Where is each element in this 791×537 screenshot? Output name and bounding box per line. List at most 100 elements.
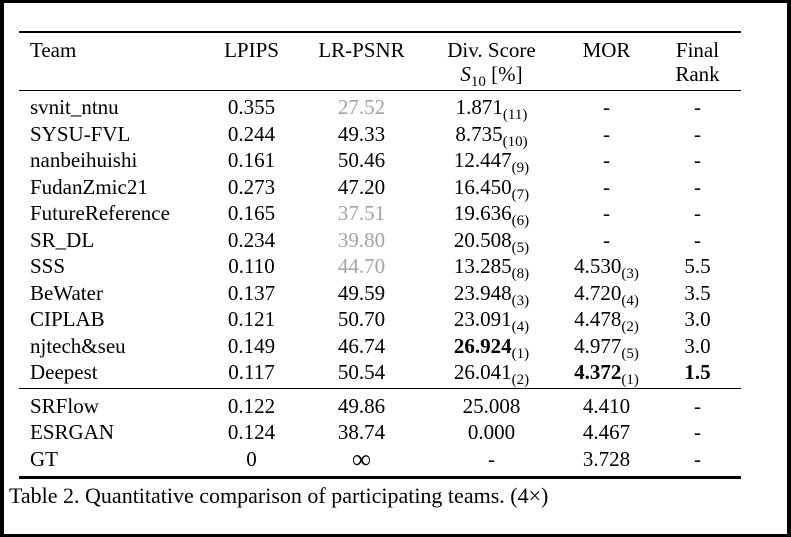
team-cell: GT — [30, 446, 58, 471]
lpips-cell: 0.124 — [227, 420, 276, 444]
participant-rows: svnit_ntnu 0.355 27.52 1.871(11) - - SYS… — [19, 91, 741, 389]
table-row: Deepest 0.117 50.54 26.041(2) 4.372(1) 1… — [19, 359, 741, 388]
div-score-cell: 1.871(11) — [455, 95, 528, 123]
final-rank-cell: 3.0 — [684, 333, 711, 358]
table-row: FutureReference 0.165 37.51 19.636(6) - … — [19, 200, 741, 229]
lr-psnr-cell: 44.70 — [337, 254, 386, 278]
mor-cell: - — [603, 95, 610, 119]
col-header-team: Team — [30, 38, 77, 62]
final-rank-cell: - — [694, 121, 701, 146]
col-header-lpips: LPIPS — [224, 38, 279, 62]
table-row: SSS 0.110 44.70 13.285(8) 4.530(3) 5.5 — [19, 253, 741, 282]
col-header-lr-psnr: LR-PSNR — [318, 38, 405, 62]
header-row: Team LPIPS LR-PSNR Div. Score S10 [%] MO… — [19, 32, 741, 91]
mor-cell: 4.720(4) — [574, 280, 639, 309]
lr-psnr-cell: 38.74 — [337, 420, 386, 444]
team-cell: SYSU-FVL — [30, 121, 131, 146]
table-row: svnit_ntnu 0.355 27.52 1.871(11) - - — [19, 91, 741, 123]
table-row: nanbeihuishi 0.161 50.46 12.447(9) - - — [19, 147, 741, 176]
lpips-cell: 0.234 — [227, 227, 276, 252]
final-rank-cell: 3.5 — [684, 280, 711, 305]
mor-cell: 4.467 — [582, 420, 631, 444]
team-cell: SRFlow — [30, 393, 99, 418]
table-row: SRFlow 0.122 49.86 25.008 4.410 - — [19, 388, 741, 419]
div-score-cell: 26.041(2) — [453, 360, 530, 388]
div-score-cell: 25.008 — [462, 393, 521, 418]
final-rank-cell: - — [694, 95, 701, 119]
div-score-cell: 0.000 — [467, 420, 516, 444]
table-header: Team LPIPS LR-PSNR Div. Score S10 [%] MO… — [19, 32, 741, 91]
lr-psnr-cell: 37.51 — [337, 201, 386, 225]
baseline-rows: SRFlow 0.122 49.86 25.008 4.410 - ESRGAN… — [19, 388, 741, 478]
lpips-cell: 0.137 — [227, 280, 276, 305]
mor-cell: - — [603, 174, 610, 199]
div-score-cell: 16.450(7) — [453, 174, 530, 203]
div-score-cell: 23.091(4) — [453, 307, 530, 335]
lpips-cell: 0.149 — [227, 333, 276, 358]
team-cell: SR_DL — [30, 227, 95, 252]
lr-psnr-cell: 50.46 — [337, 148, 386, 172]
final-rank-cell: - — [694, 393, 701, 418]
table-row: njtech&seu 0.149 46.74 26.924(1) 4.977(5… — [19, 333, 741, 362]
lpips-cell: 0.117 — [228, 360, 275, 384]
lpips-cell: 0.110 — [228, 254, 275, 278]
mor-cell: 4.530(3) — [574, 254, 639, 282]
results-table: Team LPIPS LR-PSNR Div. Score S10 [%] MO… — [19, 31, 741, 479]
div-score-cell: 12.447(9) — [453, 148, 530, 176]
final-rank-cell: - — [694, 227, 701, 252]
lr-psnr-cell: ∞ — [299, 443, 424, 478]
table-row: GT 0 ∞ - 3.728 - — [19, 443, 741, 478]
table-row: SR_DL 0.234 39.80 20.508(5) - - — [19, 227, 741, 256]
mor-cell: 4.977(5) — [574, 333, 639, 362]
final-rank-cell: - — [694, 420, 701, 444]
team-cell: Deepest — [30, 360, 98, 384]
final-rank-cell: - — [694, 201, 701, 225]
final-rank-cell: - — [694, 148, 701, 172]
team-cell: nanbeihuishi — [30, 148, 138, 172]
final-rank-cell: 3.0 — [684, 307, 711, 331]
mor-cell: 4.372(1) — [574, 360, 639, 388]
lr-psnr-cell: 49.59 — [337, 280, 386, 305]
final-rank-cell: 1.5 — [684, 360, 711, 384]
lr-psnr-cell: 47.20 — [337, 174, 386, 199]
team-cell: CIPLAB — [30, 307, 105, 331]
lpips-cell: 0.165 — [227, 201, 276, 225]
div-score-cell: 13.285(8) — [453, 254, 530, 282]
div-score-cell: 8.735(10) — [455, 121, 528, 150]
table-caption: Table 2. Quantitative comparison of part… — [9, 483, 549, 508]
div-score-cell: - — [488, 446, 495, 471]
mor-cell: - — [603, 148, 610, 172]
lpips-cell: 0.161 — [227, 148, 276, 172]
div-score-cell: 20.508(5) — [453, 227, 530, 256]
div-score-cell: 19.636(6) — [453, 201, 530, 229]
lpips-cell: 0.355 — [227, 95, 276, 119]
team-cell: svnit_ntnu — [30, 95, 119, 119]
table-row: SYSU-FVL 0.244 49.33 8.735(10) - - — [19, 121, 741, 150]
mor-cell: 4.478(2) — [574, 307, 639, 335]
table-row: CIPLAB 0.121 50.70 23.091(4) 4.478(2) 3.… — [19, 306, 741, 335]
table-row: FudanZmic21 0.273 47.20 16.450(7) - - — [19, 174, 741, 203]
lr-psnr-cell: 49.86 — [337, 393, 386, 418]
mor-cell: - — [603, 227, 610, 252]
col-header-mor: MOR — [582, 38, 631, 62]
team-cell: SSS — [30, 254, 66, 278]
col-header-div-score: Div. Score S10 [%] — [447, 38, 536, 90]
lpips-cell: 0.122 — [227, 393, 276, 418]
lr-psnr-cell: 46.74 — [337, 333, 386, 358]
team-cell: ESRGAN — [30, 420, 115, 444]
mor-cell: 3.728 — [582, 446, 631, 471]
team-cell: FutureReference — [30, 201, 170, 225]
infinity-symbol: ∞ — [351, 443, 372, 474]
mor-cell: - — [603, 201, 610, 225]
team-cell: BeWater — [30, 280, 103, 305]
table-row: BeWater 0.137 49.59 23.948(3) 4.720(4) 3… — [19, 280, 741, 309]
lr-psnr-cell: 27.52 — [337, 95, 386, 119]
lr-psnr-cell: 50.54 — [337, 360, 386, 384]
lpips-cell: 0.273 — [227, 174, 276, 199]
team-cell: FudanZmic21 — [30, 174, 148, 199]
team-cell: njtech&seu — [30, 333, 126, 358]
table-row: ESRGAN 0.124 38.74 0.000 4.467 - — [19, 419, 741, 446]
final-rank-cell: 5.5 — [684, 254, 711, 278]
col-header-final-rank: Final Rank — [675, 38, 720, 86]
